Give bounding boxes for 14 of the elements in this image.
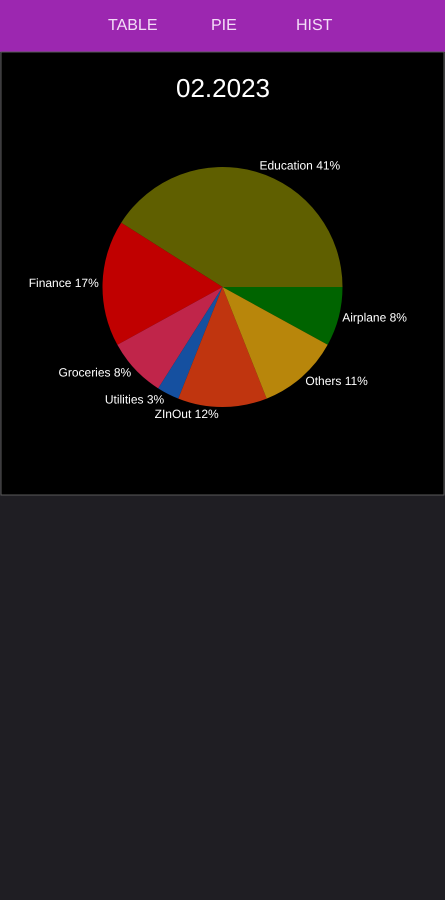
slice-label: ZInOut 12% — [154, 407, 219, 421]
slice-label: Education 41% — [259, 158, 341, 172]
text: HIST — [296, 17, 333, 34]
pie-slice — [222, 287, 342, 345]
slice-label: Airplane 8% — [342, 310, 408, 324]
pie-slice — [102, 222, 222, 345]
slice-label: Utilities 3% — [104, 392, 165, 406]
slice-label: Finance 17% — [28, 276, 100, 290]
text: PIE — [211, 17, 237, 34]
text: TABLE — [108, 17, 158, 34]
slice-label: Others 11% — [305, 374, 368, 388]
slice-label: Groceries 8% — [58, 365, 132, 380]
pie-slice — [178, 287, 267, 407]
chart-title: 02.2023 — [176, 73, 270, 103]
